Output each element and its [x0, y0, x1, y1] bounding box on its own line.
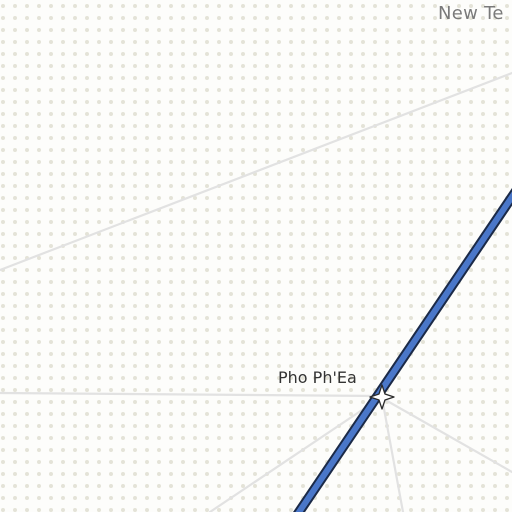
- transit-line-fill: [295, 191, 512, 512]
- star-marker-icon[interactable]: [369, 384, 395, 410]
- road-southwest: [208, 396, 382, 512]
- place-label-new-te[interactable]: New Te: [438, 3, 504, 24]
- road-southeast: [380, 396, 512, 474]
- road-west: [0, 391, 382, 398]
- station-label[interactable]: Pho Ph'Ea: [278, 368, 357, 387]
- road-diagonal-upper: [0, 71, 512, 272]
- roads: [0, 71, 512, 512]
- transit-line[interactable]: [293, 187, 512, 512]
- road-south: [380, 396, 405, 512]
